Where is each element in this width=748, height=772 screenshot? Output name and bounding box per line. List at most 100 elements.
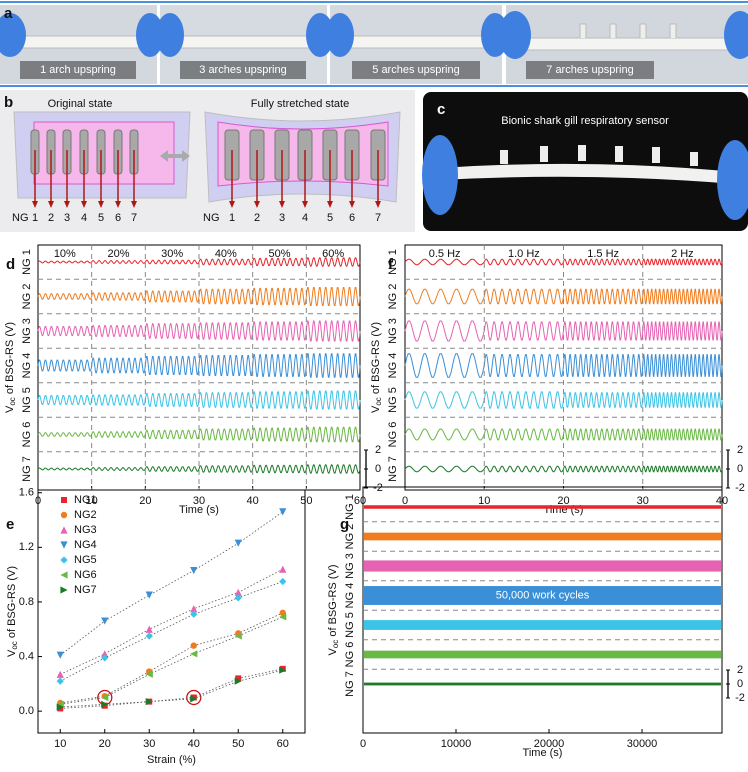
- x-tick-label: 10: [86, 495, 98, 507]
- segment-label: 1.5 Hz: [587, 248, 619, 260]
- marker: [234, 632, 242, 640]
- arrow-head: [98, 201, 104, 208]
- signal-trace: [252, 427, 307, 442]
- signal-trace: [404, 288, 485, 305]
- arrow-head: [302, 201, 308, 208]
- x-tick-label: 50: [232, 738, 244, 750]
- scale-label: 2: [737, 444, 743, 456]
- channel-label: NG 1: [387, 249, 399, 275]
- segment-label: 10%: [54, 248, 76, 260]
- marker: [145, 625, 153, 633]
- y-axis-label-part: oc: [8, 397, 17, 405]
- signal-trace: [404, 465, 485, 473]
- y-axis-label-part: oc: [374, 397, 383, 405]
- y-tick-label: 1.2: [19, 541, 34, 553]
- marker: [190, 650, 198, 658]
- x-axis-label: Time (s): [179, 504, 219, 516]
- panel-label: a: [4, 5, 13, 22]
- x-axis-label: Strain (%): [147, 754, 196, 766]
- panel-c-photo: [422, 92, 748, 231]
- signal-trace: [252, 391, 307, 409]
- channel-label: NG 1: [21, 249, 33, 275]
- signal-trace: [305, 426, 361, 443]
- signal-trace: [483, 391, 564, 409]
- x-tick-label: 30: [143, 738, 155, 750]
- panel-label: f: [388, 256, 394, 273]
- ng-number: 4: [302, 212, 308, 224]
- x-tick-label: 30: [193, 495, 205, 507]
- scale-label: 0: [737, 463, 743, 475]
- marker: [190, 610, 198, 618]
- x-tick-label: 20: [557, 495, 569, 507]
- photo-caption: 5 arches upspring: [372, 64, 459, 76]
- legend-label: NG6: [74, 569, 97, 581]
- y-axis-label-part: of BSG-RS (V): [6, 566, 18, 641]
- arrow-head: [64, 201, 70, 208]
- signal-trace: [563, 428, 644, 441]
- marker: [56, 703, 64, 711]
- signal-trace: [305, 353, 361, 378]
- trend-line: [60, 669, 283, 708]
- signal-trace: [37, 293, 93, 300]
- panel-label: c: [437, 101, 445, 118]
- signal-trace: [37, 325, 93, 337]
- signal-trace: [37, 359, 93, 372]
- y-axis-label-part: of BSG-RS (V): [370, 322, 382, 397]
- y-axis-label: Voc of BSG-RS (V): [370, 322, 383, 413]
- marker: [101, 650, 109, 658]
- marker: [190, 605, 198, 613]
- signal-trace: [642, 428, 723, 441]
- signal-trace: [91, 357, 146, 374]
- signal-trace: [563, 321, 644, 341]
- y-tick-label: 0.0: [19, 705, 34, 717]
- signal-band: [364, 532, 721, 541]
- trend-line: [60, 616, 283, 705]
- x-tick-label: 40: [247, 495, 259, 507]
- channel-label: NG 4: [387, 353, 399, 379]
- signal-trace: [563, 288, 644, 305]
- ng-number: 5: [327, 212, 333, 224]
- marker: [279, 577, 287, 586]
- x-tick-label: 0: [360, 738, 366, 750]
- signal-trace: [305, 257, 361, 267]
- scale-label: 0: [737, 678, 743, 690]
- ng-number: 4: [81, 212, 87, 224]
- y-axis-label-part: of BSG-RS (V): [4, 322, 16, 397]
- photo-caption: Bionic shark gill respiratory sensor: [501, 115, 669, 127]
- marker: [60, 541, 68, 549]
- signal-trace: [305, 390, 361, 410]
- signal-trace: [252, 464, 307, 474]
- legend-label: NG5: [74, 554, 97, 566]
- marker: [60, 511, 68, 519]
- y-axis-label: Voc of BSG-RS (V): [6, 566, 19, 657]
- state-title: Original state: [48, 98, 113, 110]
- x-tick-label: 60: [277, 738, 289, 750]
- signal-trace: [642, 258, 723, 266]
- signal-trace: [483, 465, 564, 473]
- y-axis-label-part: oc: [10, 641, 19, 649]
- marker: [279, 565, 287, 573]
- panel-label: g: [340, 516, 349, 533]
- scale-label: 0: [375, 463, 381, 475]
- signal-trace: [642, 392, 723, 408]
- signal-trace: [404, 353, 485, 378]
- y-axis-label: Voc of BSG-RS (V): [327, 565, 340, 656]
- marker: [145, 591, 153, 599]
- panel-label: e: [6, 516, 14, 533]
- signal-trace: [483, 428, 564, 441]
- y-tick-label: 0.4: [19, 650, 34, 662]
- panel-label: b: [4, 94, 13, 111]
- signal-trace: [144, 466, 200, 472]
- annotation: 50,000 work cycles: [496, 589, 590, 601]
- ng-number: 3: [279, 212, 285, 224]
- channel-label: NG 5: [21, 387, 33, 413]
- segment-label: 50%: [268, 248, 290, 260]
- scale-label: -2: [735, 692, 745, 704]
- channel-label: NG 2: [344, 524, 356, 550]
- marker: [190, 566, 198, 575]
- marker: [101, 654, 109, 662]
- channel-label: NG 7: [344, 671, 356, 697]
- arrow-head: [131, 201, 137, 208]
- channel-label: NG 3: [344, 553, 356, 579]
